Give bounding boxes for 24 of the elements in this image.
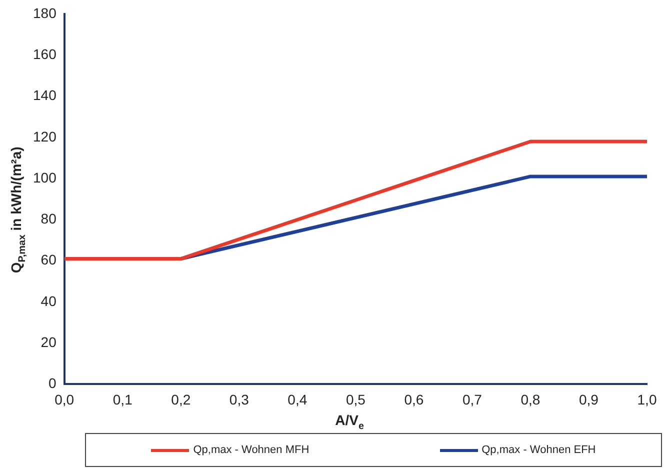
- x-tick-label: 0,7: [462, 391, 482, 408]
- y-tick-label: 180: [33, 4, 57, 21]
- y-tick-label: 100: [33, 169, 57, 186]
- x-tick-label: 0,3: [229, 391, 250, 408]
- x-tick-label: 0,4: [288, 391, 308, 408]
- y-tick-label: 160: [33, 46, 57, 62]
- x-axis-title: A/V$_{e}$: [334, 412, 365, 432]
- x-tick-label: 0,9: [579, 391, 599, 408]
- x-tick-label: 0,8: [520, 391, 540, 408]
- x-tick-label: 0,5: [346, 391, 366, 408]
- x-tick-label: 0,0: [54, 391, 74, 408]
- y-tick-label: 80: [40, 210, 57, 227]
- legend-label: Qp,max - Wohnen EFH: [482, 444, 596, 456]
- y-tick-label: 40: [40, 292, 57, 309]
- x-tick-label: 1,0: [637, 391, 657, 408]
- x-tick-label: 0,1: [112, 391, 133, 408]
- y-tick-label: 60: [40, 252, 57, 268]
- x-tick-label: 0,2: [171, 391, 191, 408]
- legend-label: Qp,max - Wohnen MFH: [193, 444, 310, 456]
- y-tick-label: 0: [48, 375, 57, 392]
- x-tick-label: 0,6: [404, 391, 424, 408]
- y-tick-label: 120: [33, 128, 57, 144]
- y-tick-label: 140: [33, 87, 57, 104]
- y-tick-label: 20: [40, 334, 57, 350]
